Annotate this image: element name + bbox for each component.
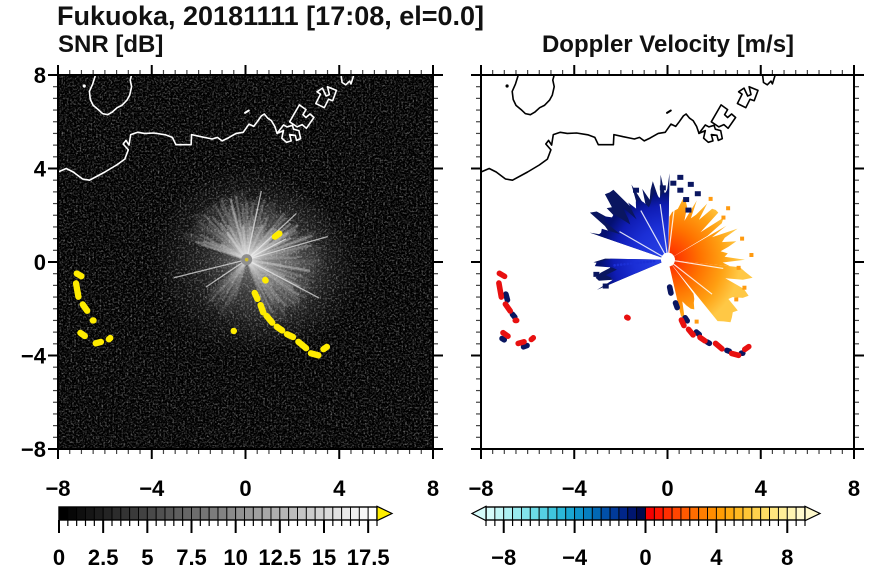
- velocity-colorbar-label: −8: [491, 545, 516, 570]
- y-tick-label: −8: [21, 437, 46, 462]
- x-tick-label: 0: [239, 476, 251, 501]
- snr-colorbar-label: 0: [53, 545, 65, 570]
- velocity-colorbar: −8 −4 0 4 8: [470, 505, 822, 570]
- velocity-panel-title: Doppler Velocity [m/s]: [541, 31, 795, 58]
- snr-colorbar-label: 5: [141, 545, 153, 570]
- x-tick-label: 4: [755, 476, 768, 501]
- x-tick-label: 8: [848, 476, 860, 501]
- snr-axes: −8 −4 0 4 8 8 4 0 −4 −8: [21, 63, 443, 501]
- velocity-colorbar-label: 4: [710, 545, 723, 570]
- x-tick-label: 0: [661, 476, 673, 501]
- x-tick-label: 8: [427, 476, 439, 501]
- snr-panel-title: SNR [dB]: [58, 31, 164, 58]
- figure-title: Fukuoka, 20181111 [17:08, el=0.0]: [57, 1, 485, 31]
- velocity-axes: −8 −4 0 4 8: [468, 65, 864, 501]
- velocity-colorbar-label: 8: [781, 545, 793, 570]
- x-tick-label: −4: [139, 476, 165, 501]
- snr-colorbar-label: 7.5: [176, 545, 207, 570]
- velocity-panel: [481, 75, 854, 449]
- x-tick-label: 4: [333, 476, 346, 501]
- y-tick-label: 8: [34, 63, 46, 88]
- snr-colorbar-label: 10: [223, 545, 247, 570]
- velocity-colorbar-label: −4: [562, 545, 588, 570]
- snr-colorbar: 0 2.5 5 7.5 10 12.5 15 17.5: [53, 505, 394, 570]
- y-tick-label: 4: [34, 157, 47, 182]
- snr-colorbar-label: 2.5: [88, 545, 119, 570]
- velocity-colorbar-label: 0: [639, 545, 651, 570]
- x-tick-label: −4: [562, 476, 588, 501]
- snr-colorbar-label: 17.5: [347, 545, 390, 570]
- snr-colorbar-label: 15: [312, 545, 336, 570]
- snr-colorbar-label: 12.5: [258, 545, 301, 570]
- snr-panel: [58, 75, 433, 449]
- y-tick-label: 0: [34, 250, 46, 275]
- x-tick-label: −8: [45, 476, 70, 501]
- x-tick-label: −8: [468, 476, 493, 501]
- y-tick-label: −4: [21, 344, 47, 369]
